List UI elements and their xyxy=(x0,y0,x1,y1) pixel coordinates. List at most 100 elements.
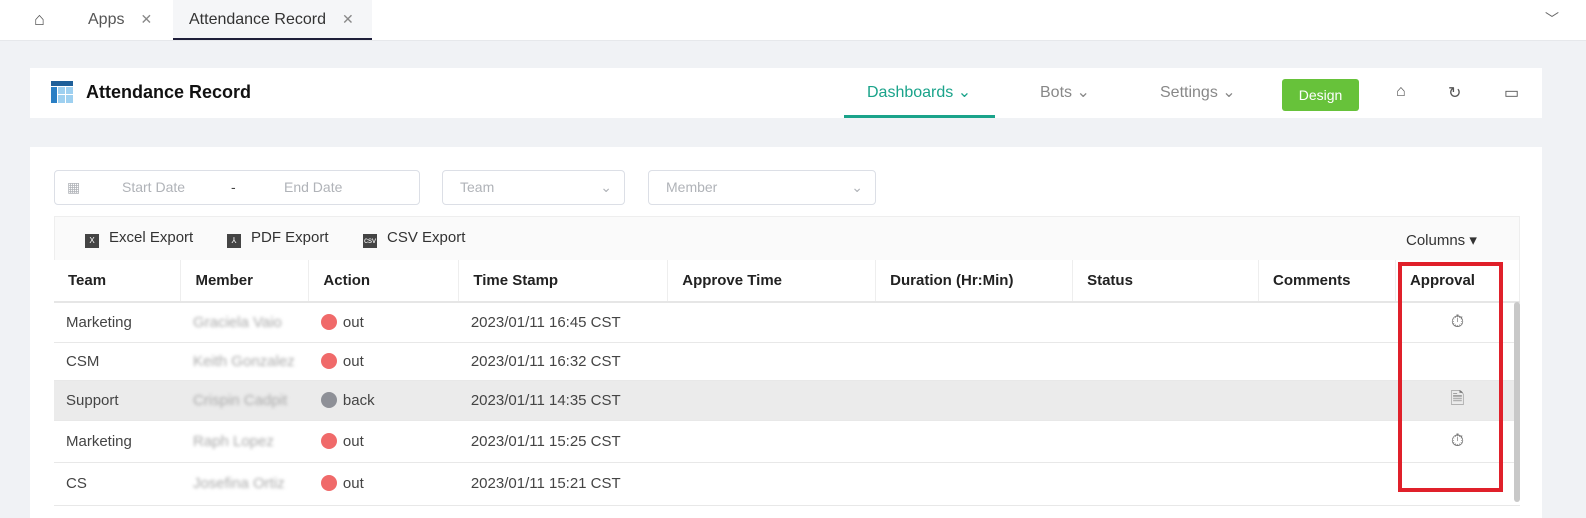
column-header[interactable]: Member xyxy=(180,260,310,303)
nav-settings[interactable]: Settings ⌄ xyxy=(1160,84,1236,101)
duration-cell xyxy=(875,302,1073,343)
timestamp-cell: 2023/01/11 14:35 CST xyxy=(458,380,668,421)
close-icon[interactable]: ✕ xyxy=(140,11,153,27)
chevron-down-icon[interactable]: ﹀ xyxy=(1545,11,1559,27)
calendar-icon: ▦ xyxy=(67,179,81,195)
refresh-icon[interactable]: ↻ xyxy=(1448,85,1462,102)
approve-time-cell xyxy=(667,342,876,381)
status-dot xyxy=(320,391,337,408)
team-cell: Support xyxy=(54,380,181,421)
column-header[interactable]: Status xyxy=(1072,260,1259,303)
timestamp-cell: 2023/01/11 15:21 CST xyxy=(458,462,668,506)
member-cell: Graciela Vaio xyxy=(180,302,309,343)
presentation-icon[interactable]: ▭ xyxy=(1504,85,1520,102)
comments-cell xyxy=(1258,380,1396,421)
page-title: Attendance Record xyxy=(86,82,252,102)
column-header[interactable]: Time Stamp xyxy=(458,260,669,303)
vertical-scrollbar[interactable] xyxy=(1514,302,1520,502)
active-nav-indicator xyxy=(844,115,995,118)
approval-highlight-box xyxy=(1398,262,1503,492)
team-cell: Marketing xyxy=(54,302,181,343)
table-row[interactable]: CSM Keith Gonzalez out 2023/01/11 16:32 … xyxy=(54,342,1520,381)
table-row[interactable]: Marketing Graciela Vaio out 2023/01/11 1… xyxy=(54,302,1520,343)
chevron-down-icon: ⌄ xyxy=(600,179,612,195)
tab-label: Apps xyxy=(88,11,125,28)
excel-export-button[interactable]: X Excel Export xyxy=(85,229,193,248)
timestamp-cell: 2023/01/11 15:25 CST xyxy=(458,420,668,463)
column-header[interactable]: Comments xyxy=(1258,260,1396,303)
action-cell: out xyxy=(308,420,459,463)
approval-cell[interactable]: 🗎 xyxy=(1395,380,1520,421)
status-cell xyxy=(1072,420,1259,463)
status-dot xyxy=(320,352,337,369)
table-logo-icon xyxy=(51,81,73,103)
team-select[interactable]: Team ⌄ xyxy=(442,170,625,205)
status-dot xyxy=(320,475,337,491)
status-cell xyxy=(1072,462,1259,506)
table-row[interactable]: Support Crispin Cadpit back 2023/01/11 1… xyxy=(54,380,1520,421)
stopwatch-icon[interactable]: ⏱ xyxy=(1450,312,1465,332)
comments-cell xyxy=(1258,342,1396,381)
app-header: Attendance Record Dashboards ⌄ Bots ⌄ Se… xyxy=(30,68,1542,118)
action-cell: out xyxy=(308,462,459,506)
column-header[interactable]: Duration (Hr:Min) xyxy=(875,260,1074,303)
status-dot xyxy=(320,432,337,449)
stopwatch-icon[interactable]: ⏱ xyxy=(1450,431,1465,450)
approval-cell[interactable] xyxy=(1395,462,1520,506)
column-header[interactable]: Action xyxy=(308,260,460,303)
status-cell xyxy=(1072,342,1259,381)
approve-time-cell xyxy=(667,380,876,421)
csv-icon: csv xyxy=(363,234,377,248)
excel-icon: X xyxy=(85,234,99,248)
date-range-picker[interactable]: ▦ Start Date - End Date xyxy=(54,170,420,205)
approval-cell[interactable]: ⏱ xyxy=(1395,302,1520,343)
start-date-input[interactable]: Start Date xyxy=(122,179,186,195)
action-cell: out xyxy=(308,342,459,381)
team-cell: CSM xyxy=(54,342,181,381)
home-icon[interactable]: ⌂ xyxy=(34,9,45,29)
column-header[interactable]: Team xyxy=(54,260,182,303)
timestamp-cell: 2023/01/11 16:45 CST xyxy=(458,302,668,343)
close-icon[interactable]: ✕ xyxy=(341,11,354,27)
document-icon[interactable]: 🗎 xyxy=(1450,388,1465,408)
home-add-icon[interactable]: ⌂ xyxy=(1396,83,1406,100)
nav-dashboards[interactable]: Dashboards ⌄ xyxy=(867,84,972,101)
pdf-icon: ⅄ xyxy=(227,234,241,248)
nav-bots[interactable]: Bots ⌄ xyxy=(1040,84,1090,101)
team-cell: Marketing xyxy=(54,420,181,463)
duration-cell xyxy=(875,420,1073,463)
table-row[interactable]: CS Josefina Ortiz out 2023/01/11 15:21 C… xyxy=(54,462,1520,506)
csv-export-button[interactable]: csv CSV Export xyxy=(363,229,466,248)
member-select[interactable]: Member ⌄ xyxy=(648,170,876,205)
date-separator: - xyxy=(231,179,236,195)
tab-bar: ⌂ Apps ✕ Attendance Record ✕ ﹀ xyxy=(0,0,1586,41)
approval-cell[interactable] xyxy=(1395,342,1520,381)
columns-button[interactable]: Columns ▾ xyxy=(1406,232,1477,249)
export-toolbar: X Excel Export ⅄ PDF Export csv CSV Export … xyxy=(54,216,1520,260)
tab-attendance-record[interactable]: Attendance Record ✕ xyxy=(173,0,372,40)
action-cell: out xyxy=(308,302,459,343)
approve-time-cell xyxy=(667,462,876,506)
design-button[interactable]: Design xyxy=(1282,79,1359,111)
column-header[interactable]: Approve Time xyxy=(667,260,877,303)
timestamp-cell: 2023/01/11 16:32 CST xyxy=(458,342,668,381)
comments-cell xyxy=(1258,302,1396,343)
approval-cell[interactable]: ⏱ xyxy=(1395,420,1520,463)
tab-label: Attendance Record xyxy=(189,11,326,28)
tab-apps[interactable]: Apps ✕ xyxy=(88,0,152,40)
approve-time-cell xyxy=(667,420,876,463)
pdf-export-button[interactable]: ⅄ PDF Export xyxy=(227,229,329,248)
status-cell xyxy=(1072,302,1259,343)
member-cell: Josefina Ortiz xyxy=(180,462,309,506)
attendance-table: Team Member Action Time Stamp Approve Ti… xyxy=(54,260,1521,506)
approve-time-cell xyxy=(667,302,876,343)
duration-cell xyxy=(875,380,1073,421)
end-date-input[interactable]: End Date xyxy=(284,179,343,195)
team-cell: CS xyxy=(54,462,181,506)
status-dot xyxy=(320,313,337,330)
chevron-down-icon: ⌄ xyxy=(851,179,863,195)
duration-cell xyxy=(875,342,1073,381)
table-row[interactable]: Marketing Raph Lopez out 2023/01/11 15:2… xyxy=(54,420,1520,463)
status-cell xyxy=(1072,380,1259,421)
